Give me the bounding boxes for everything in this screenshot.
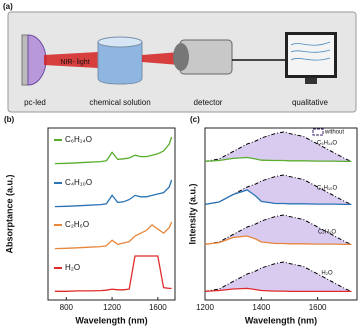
plot-frame bbox=[204, 127, 358, 301]
series-label: C₆H₁₄O bbox=[317, 141, 338, 147]
x-tick-label: 1200 bbox=[103, 303, 121, 312]
y-axis-label: Absorptance (a.u.) bbox=[4, 174, 14, 253]
panel-label: (b) bbox=[4, 115, 15, 124]
series-label: C₂H₆O bbox=[65, 220, 89, 229]
panel-label: (a) bbox=[3, 2, 13, 11]
x-tick-label: 1400 bbox=[252, 303, 270, 312]
legend-swatch bbox=[312, 128, 324, 136]
label: chemical solution bbox=[89, 98, 150, 107]
x-axis-label: Wavelength (nm) bbox=[245, 315, 317, 325]
series-line bbox=[54, 179, 173, 208]
x-tick-label: 1200 bbox=[196, 303, 214, 312]
series-line bbox=[54, 221, 173, 250]
difference-area bbox=[205, 262, 352, 292]
series-label: C₄H₁₀O bbox=[65, 178, 92, 187]
label: qualitative bbox=[292, 98, 329, 107]
series-line bbox=[204, 235, 352, 246]
panel-label: (c) bbox=[190, 115, 200, 124]
series-label: C₄H₁₀O bbox=[317, 186, 338, 192]
plot-frame bbox=[47, 127, 176, 301]
x-axis-label: Wavelength (nm) bbox=[75, 315, 147, 325]
series-line bbox=[204, 189, 352, 206]
difference-area bbox=[205, 132, 352, 162]
series-line bbox=[204, 287, 352, 293]
series-line bbox=[54, 255, 172, 292]
series-label: C₂H₆O bbox=[318, 230, 336, 236]
label: NIR- light bbox=[60, 59, 89, 66]
label: pc-led bbox=[24, 98, 46, 107]
series-label: C₆H₁₄O bbox=[65, 135, 92, 144]
series-line bbox=[204, 156, 352, 163]
series-label: H₂O bbox=[65, 263, 80, 272]
x-tick-label: 1600 bbox=[309, 303, 327, 312]
y-axis-label: Intensity (a.u.) bbox=[187, 183, 197, 244]
series-line bbox=[54, 136, 173, 165]
label: detector bbox=[194, 98, 223, 107]
series-label: H₂O bbox=[321, 271, 333, 277]
x-tick-label: 1600 bbox=[149, 303, 167, 312]
diagram bbox=[21, 32, 337, 86]
difference-area bbox=[205, 215, 352, 245]
legend-label: without bbox=[324, 130, 344, 136]
difference-area bbox=[205, 175, 352, 205]
x-tick-label: 800 bbox=[60, 303, 74, 312]
